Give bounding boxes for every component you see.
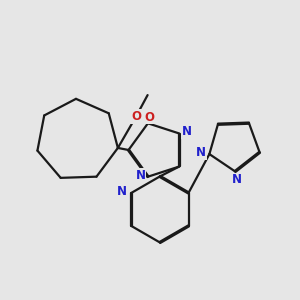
- Text: N: N: [232, 173, 242, 186]
- Text: N: N: [182, 125, 192, 138]
- Text: O: O: [131, 110, 141, 123]
- Text: N: N: [117, 185, 127, 198]
- Text: O: O: [145, 111, 154, 124]
- Text: N: N: [136, 169, 146, 182]
- Text: N: N: [196, 146, 206, 159]
